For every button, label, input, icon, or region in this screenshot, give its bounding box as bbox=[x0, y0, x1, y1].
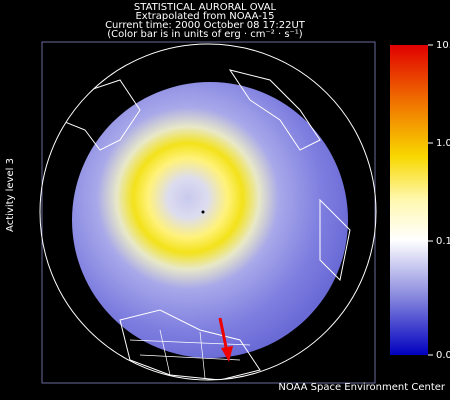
borders bbox=[129, 329, 251, 379]
pole-marker bbox=[201, 210, 205, 214]
color-bar bbox=[390, 45, 428, 355]
title-line: Current time: 2000 October 08 17:22UT bbox=[105, 20, 306, 31]
title-line: Extrapolated from NOAA-15 bbox=[135, 11, 274, 22]
globe-outline bbox=[39, 43, 377, 381]
auroral-oval bbox=[72, 82, 348, 358]
title-line: STATISTICAL AURORAL OVAL bbox=[134, 2, 277, 13]
tick-label: 10.0 bbox=[436, 40, 450, 51]
arrow-shaft bbox=[218, 317, 229, 353]
title-line: (Color bar is in units of erg · cm⁻² · s… bbox=[107, 29, 303, 40]
map-frame bbox=[41, 41, 376, 384]
coastlines bbox=[59, 69, 351, 380]
side-label: Activity level 3 bbox=[5, 158, 16, 232]
map-body bbox=[59, 69, 351, 380]
tick-label: 0.0 bbox=[436, 350, 450, 361]
tick-label: 1.0 bbox=[436, 138, 450, 149]
tick-label: 0.1 bbox=[436, 236, 450, 247]
credit: NOAA Space Environment Center bbox=[278, 382, 446, 393]
arrow-head bbox=[221, 346, 233, 362]
